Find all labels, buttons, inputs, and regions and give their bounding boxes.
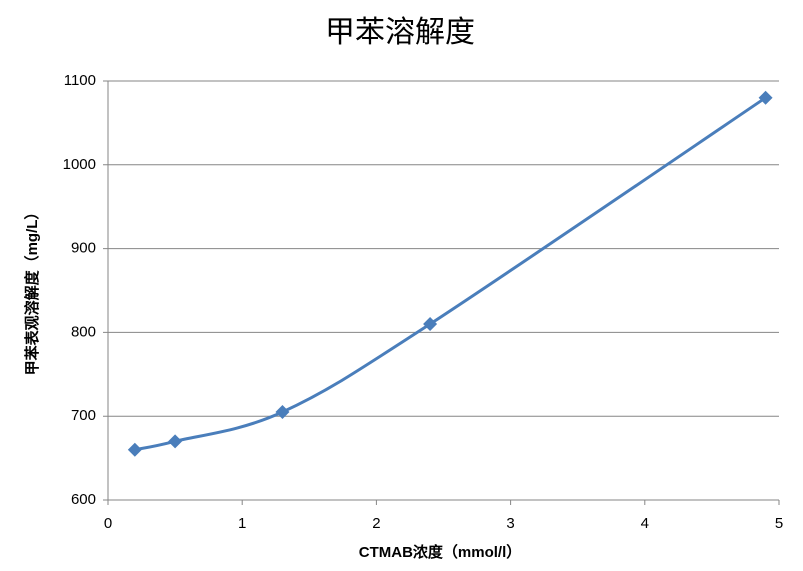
data-line — [134, 96, 767, 452]
y-tick-label: 1000 — [63, 156, 96, 173]
data-point — [423, 317, 438, 332]
x-tick-label: 5 — [775, 515, 783, 532]
data-point — [275, 405, 290, 420]
y-tick-label: 600 — [71, 491, 96, 508]
x-tick-label: 0 — [104, 515, 112, 532]
x-tick-label: 2 — [372, 515, 380, 532]
data-point — [168, 434, 183, 449]
x-axis-title: CTMAB浓度（mmol/l） — [359, 543, 522, 561]
data-point — [758, 90, 773, 105]
y-tick-label: 700 — [71, 407, 96, 424]
y-tick-label: 800 — [71, 323, 96, 340]
y-tick-label: 1100 — [64, 72, 96, 89]
chart-title: 甲苯溶解度 — [325, 15, 475, 50]
y-axis-title: 甲苯表观溶解度（mg/L） — [23, 205, 41, 376]
data-point — [127, 442, 142, 457]
y-tick-label: 900 — [71, 240, 96, 257]
x-tick-label: 4 — [641, 515, 649, 532]
x-tick-label: 3 — [506, 515, 514, 532]
x-tick-label: 1 — [238, 515, 246, 532]
